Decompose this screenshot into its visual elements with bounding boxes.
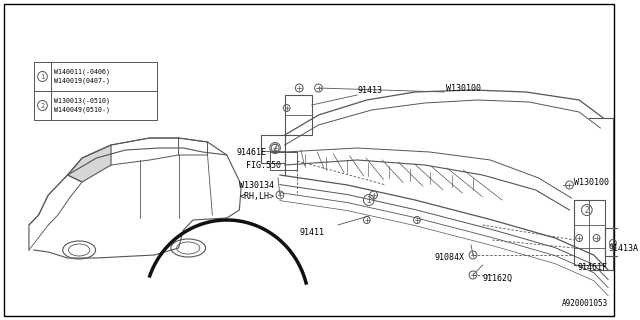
Text: W130100: W130100 xyxy=(574,178,609,187)
Text: W130100: W130100 xyxy=(446,84,481,92)
Bar xyxy=(34,62,157,120)
Text: 2: 2 xyxy=(273,143,278,153)
Text: FIG.550: FIG.550 xyxy=(246,161,281,170)
Text: 91461E: 91461E xyxy=(237,148,266,156)
Text: W140011(-0406): W140011(-0406) xyxy=(54,68,110,75)
Text: W130134: W130134 xyxy=(239,180,275,189)
Text: W140019(0407-): W140019(0407-) xyxy=(54,78,110,84)
Text: A920001053: A920001053 xyxy=(562,299,608,308)
Text: 91162Q: 91162Q xyxy=(483,274,513,283)
Polygon shape xyxy=(68,145,111,182)
Text: 2: 2 xyxy=(40,102,45,108)
Text: 91461F: 91461F xyxy=(577,263,607,273)
Text: W140049(0510-): W140049(0510-) xyxy=(54,107,110,113)
Bar xyxy=(574,200,605,265)
Text: W130013(-0510): W130013(-0510) xyxy=(54,98,110,104)
Text: 91084X: 91084X xyxy=(435,253,465,262)
Text: 91413: 91413 xyxy=(357,85,382,94)
Bar xyxy=(270,152,298,170)
Text: 91411: 91411 xyxy=(300,228,324,236)
Text: 2: 2 xyxy=(584,205,589,214)
Text: 1: 1 xyxy=(366,196,371,204)
Text: <RH,LH>: <RH,LH> xyxy=(239,191,275,201)
Bar xyxy=(260,135,285,163)
Text: 91413A: 91413A xyxy=(608,244,638,252)
Bar xyxy=(285,95,312,135)
Bar xyxy=(605,228,627,256)
Text: 1: 1 xyxy=(40,74,45,79)
